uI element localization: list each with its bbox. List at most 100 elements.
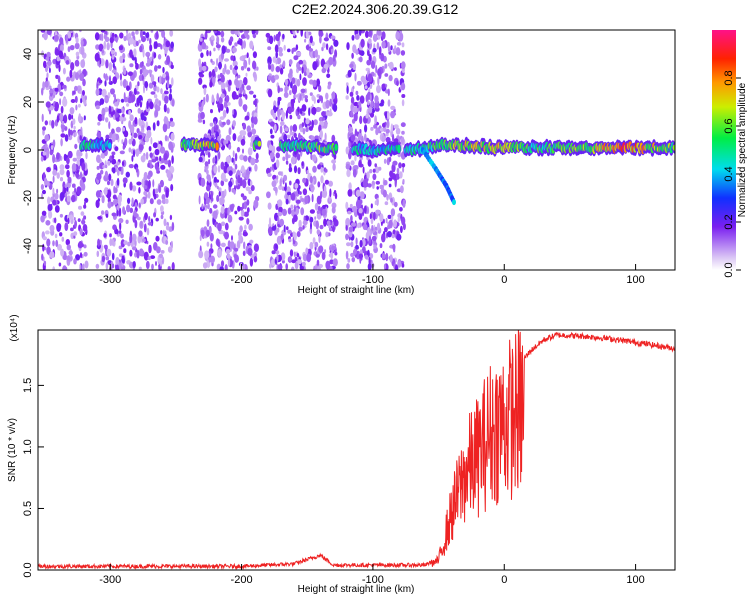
- noise-speckle: [318, 95, 323, 102]
- noise-speckle: [373, 124, 378, 129]
- noise-speckle: [46, 180, 50, 187]
- noise-speckle: [75, 104, 78, 111]
- noise-speckle: [330, 45, 333, 50]
- noise-speckle: [278, 184, 283, 190]
- noise-speckle: [171, 221, 175, 231]
- noise-speckle: [155, 156, 159, 161]
- noise-speckle: [388, 183, 392, 188]
- noise-speckle: [146, 227, 150, 236]
- noise-speckle: [301, 261, 306, 267]
- noise-speckle: [282, 156, 286, 162]
- noise-speckle: [119, 55, 124, 64]
- noise-speckle: [45, 101, 51, 108]
- noise-speckle: [60, 124, 66, 129]
- noise-speckle: [355, 49, 359, 55]
- noise-speckle: [381, 233, 386, 243]
- noise-speckle: [346, 263, 350, 270]
- noise-speckle: [393, 67, 397, 71]
- noise-speckle: [56, 56, 61, 62]
- noise-speckle: [123, 35, 127, 42]
- noise-speckle: [83, 204, 87, 209]
- noise-speckle: [349, 203, 353, 209]
- noise-speckle: [345, 233, 349, 240]
- noise-speckle: [80, 211, 85, 216]
- noise-speckle: [243, 59, 248, 69]
- noise-speckle: [317, 54, 320, 60]
- noise-speckle: [383, 179, 388, 186]
- noise-speckle: [70, 62, 75, 71]
- noise-speckle: [246, 218, 250, 225]
- noise-speckle: [226, 253, 231, 259]
- noise-speckle: [355, 189, 361, 197]
- noise-speckle: [218, 80, 222, 85]
- noise-speckle: [277, 171, 283, 176]
- noise-speckle: [71, 163, 77, 172]
- noise-speckle: [213, 47, 216, 52]
- noise-speckle: [250, 157, 256, 166]
- noise-speckle: [103, 244, 108, 249]
- noise-speckle: [213, 165, 218, 174]
- noise-speckle: [47, 204, 53, 211]
- noise-speckle: [68, 128, 71, 137]
- noise-speckle: [401, 94, 406, 98]
- noise-speckle: [165, 239, 169, 245]
- noise-speckle: [171, 262, 175, 270]
- noise-speckle: [324, 179, 329, 185]
- noise-speckle: [238, 233, 242, 243]
- noise-speckle: [321, 117, 326, 121]
- noise-speckle: [222, 67, 226, 75]
- signal-cell: [334, 143, 338, 151]
- noise-speckle: [153, 212, 157, 218]
- noise-speckle: [301, 122, 305, 127]
- noise-speckle: [356, 95, 360, 101]
- noise-speckle: [64, 222, 69, 232]
- noise-speckle: [359, 115, 363, 125]
- noise-speckle: [98, 33, 102, 41]
- noise-speckle: [111, 54, 115, 60]
- noise-speckle: [73, 125, 76, 130]
- noise-speckle: [54, 34, 59, 42]
- noise-speckle: [291, 259, 296, 264]
- noise-speckle: [155, 261, 157, 266]
- noise-speckle: [242, 148, 244, 154]
- noise-speckle: [117, 194, 122, 204]
- noise-speckle: [362, 166, 365, 174]
- noise-speckle: [198, 250, 204, 259]
- noise-speckle: [65, 239, 71, 246]
- noise-speckle: [150, 74, 155, 83]
- noise-speckle: [115, 264, 119, 270]
- noise-speckle: [214, 66, 218, 73]
- noise-speckle: [121, 139, 124, 145]
- noise-speckle: [318, 235, 321, 243]
- noise-speckle: [101, 113, 105, 122]
- noise-speckle: [108, 121, 111, 130]
- noise-speckle: [400, 122, 406, 128]
- noise-speckle: [46, 167, 51, 173]
- noise-speckle: [228, 127, 232, 136]
- noise-speckle: [276, 57, 282, 65]
- noise-speckle: [350, 252, 355, 258]
- noise-speckle: [372, 168, 376, 173]
- noise-speckle: [293, 55, 299, 61]
- noise-speckle: [218, 96, 223, 104]
- noise-speckle: [48, 210, 53, 219]
- noise-speckle: [72, 157, 78, 162]
- noise-speckle: [119, 32, 124, 39]
- noise-speckle: [220, 242, 226, 248]
- noise-speckle: [209, 81, 213, 88]
- noise-speckle: [156, 246, 161, 254]
- noise-speckle: [100, 30, 106, 33]
- noise-speckle: [367, 73, 373, 83]
- noise-speckle: [272, 56, 277, 63]
- noise-speckle: [46, 72, 49, 79]
- noise-speckle: [252, 60, 256, 67]
- noise-speckle: [246, 207, 250, 213]
- noise-speckle: [171, 77, 174, 87]
- noise-speckle: [354, 33, 360, 40]
- colorbar-tick-label: 0.6: [723, 118, 735, 133]
- noise-speckle: [96, 250, 100, 257]
- noise-speckle: [113, 198, 118, 205]
- noise-speckle: [243, 77, 248, 86]
- noise-speckle: [210, 255, 215, 264]
